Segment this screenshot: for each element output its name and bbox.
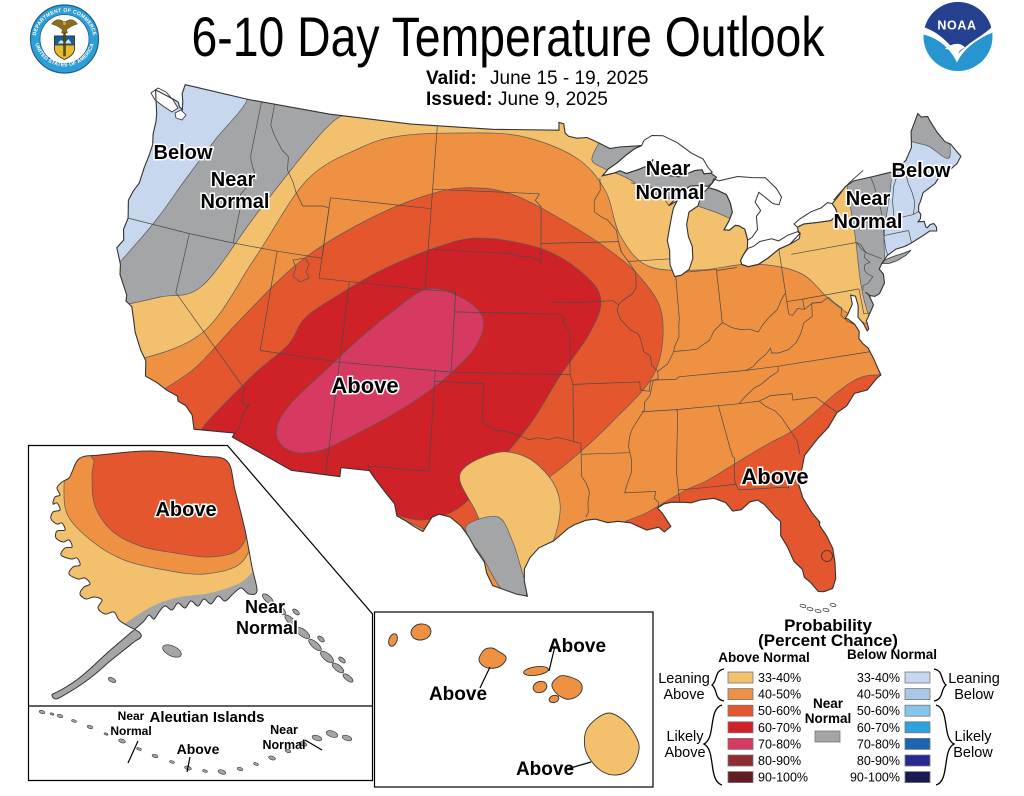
svg-text:Normal: Normal [636,182,705,204]
svg-text:Above: Above [516,759,574,780]
svg-text:Near: Near [118,709,145,723]
svg-text:Above: Above [548,636,606,657]
svg-text:Likely: Likely [954,729,992,745]
svg-text:50-60%: 50-60% [857,704,900,718]
svg-text:33-40%: 33-40% [857,671,900,685]
svg-text:70-80%: 70-80% [857,737,900,751]
svg-text:Near: Near [646,158,691,180]
svg-text:Likely: Likely [666,729,704,745]
svg-text:Near: Near [211,169,256,191]
svg-text:Normal: Normal [834,211,903,233]
svg-text:Near: Near [813,696,844,711]
svg-text:Issued:: Issued: [426,89,493,110]
svg-text:Near: Near [245,597,285,617]
svg-text:90-100%: 90-100% [850,771,900,785]
svg-text:Normal: Normal [236,618,298,638]
svg-text:Above: Above [331,373,398,398]
svg-text:Normal: Normal [110,724,151,738]
svg-text:90-100%: 90-100% [758,771,808,785]
svg-text:(Percent Chance): (Percent Chance) [758,631,898,650]
svg-text:NOAA: NOAA [937,19,976,33]
svg-text:Leaning: Leaning [948,671,1000,687]
svg-text:Above: Above [664,745,705,761]
svg-text:40-50%: 40-50% [758,688,801,702]
svg-text:Below Normal: Below Normal [847,647,937,662]
svg-text:33-40%: 33-40% [758,671,801,685]
svg-text:Above: Above [741,464,808,489]
svg-text:Valid:: Valid: [426,68,477,89]
svg-text:40-50%: 40-50% [857,688,900,702]
svg-text:Leaning: Leaning [658,671,710,687]
svg-text:Below: Below [892,160,951,182]
svg-text:80-90%: 80-90% [758,754,801,768]
svg-text:Normal: Normal [262,738,305,752]
svg-text:Normal: Normal [805,711,852,726]
svg-text:Below: Below [954,687,994,703]
svg-text:Above: Above [663,687,704,703]
svg-text:Below: Below [154,142,213,164]
svg-text:6-10 Day Temperature Outlook: 6-10 Day Temperature Outlook [192,5,826,68]
svg-text:Normal: Normal [201,191,270,213]
svg-text:Aleutian Islands: Aleutian Islands [149,709,264,726]
svg-text:60-70%: 60-70% [857,721,900,735]
svg-text:Near: Near [846,188,891,210]
svg-text:Above: Above [177,741,220,757]
svg-text:Probability: Probability [784,616,872,635]
svg-text:June 9, 2025: June 9, 2025 [498,89,608,110]
svg-text:80-90%: 80-90% [857,754,900,768]
svg-text:Above: Above [155,499,216,521]
svg-text:Below: Below [953,745,993,761]
svg-text:Above: Above [429,684,487,705]
svg-text:Above Normal: Above Normal [718,650,810,665]
svg-text:70-80%: 70-80% [758,737,801,751]
svg-text:Near: Near [270,723,298,737]
svg-text:60-70%: 60-70% [758,721,801,735]
svg-text:June 15 - 19, 2025: June 15 - 19, 2025 [490,68,648,89]
svg-text:50-60%: 50-60% [758,704,801,718]
